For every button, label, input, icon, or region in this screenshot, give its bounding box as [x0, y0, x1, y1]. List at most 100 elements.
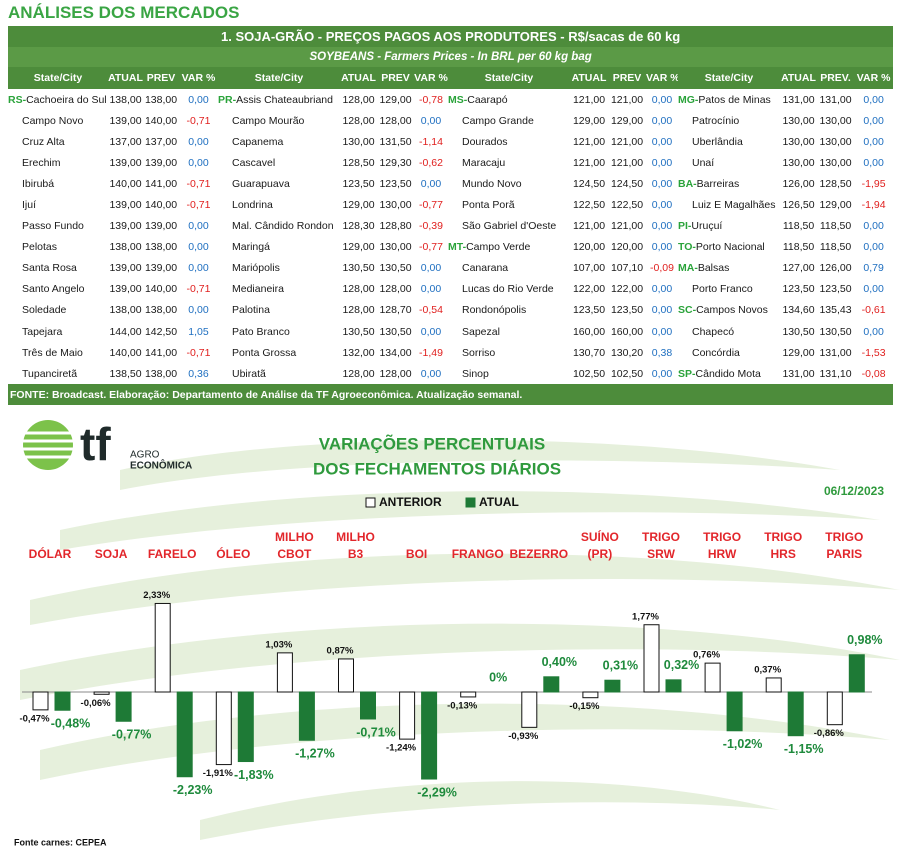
price-prev: 134,00 [379, 346, 412, 359]
price-var: -0,77 [419, 241, 443, 254]
city-name: Santo Angelo [22, 283, 85, 296]
bar [276, 652, 293, 693]
price-var: -0,39 [419, 220, 443, 233]
logo-mark [22, 420, 74, 470]
price-prev: 128,00 [379, 283, 412, 296]
city-name: Palotina [232, 304, 270, 317]
price-prev: 131,00 [819, 93, 852, 106]
city-cell: Tapejara [8, 321, 108, 342]
price-prev: 128,00 [379, 114, 412, 127]
city-name: Soledade [22, 304, 67, 317]
price-var: -0,71 [186, 283, 211, 296]
price-atual: 123,50 [782, 283, 815, 296]
price-prev: 121,00 [610, 156, 644, 169]
price-atual: 138,00 [109, 241, 142, 254]
state-code: MS- [448, 93, 468, 106]
column-header-row: State/City ATUAL PREV VAR % State/City ATUAL P… [8, 67, 894, 89]
chart-title: VARIAÇÕES PERCENTUAIS [319, 433, 545, 453]
city-name: Porto Nacional [695, 241, 765, 254]
value-label: 0,32% [664, 658, 699, 672]
city-cell: Luiz E Magalhães [678, 194, 780, 215]
value-label: -0,13% [447, 700, 478, 711]
table-row: Tapejara 144,00 142,50 1,05 Pato Branco 130,5… [8, 321, 893, 342]
city-cell: PR-Assis Chateaubriand [218, 89, 340, 110]
legend-label: ANTERIOR [379, 495, 442, 509]
city-name: Cruz Alta [22, 135, 65, 148]
price-var: 0,00 [188, 93, 209, 106]
city-cell: São Gabriel d'Oeste [448, 216, 570, 237]
state-code: MG- [678, 93, 699, 106]
price-var: 0,00 [651, 325, 673, 338]
city-name: Capanema [232, 135, 284, 148]
category-label: TRIGO PARIS [825, 530, 864, 561]
price-var: 0,00 [188, 262, 209, 275]
city-name: Lucas do Rio Verde [462, 283, 554, 296]
city-name: Campo Mourão [232, 114, 305, 127]
value-label: -0,15% [569, 701, 600, 712]
state-code: PI- [678, 220, 692, 233]
price-var: -1,14 [419, 135, 443, 148]
city-name: Campos Novos [696, 304, 768, 317]
price-prev: 140,00 [144, 114, 178, 127]
city-name: Rondonópolis [462, 304, 527, 317]
price-table: 1. SOJA-GRÃO - PREÇOS PAGOS AOS PRODUTOR… [8, 26, 894, 406]
value-label: 0,37% [754, 664, 781, 675]
city-name: Uberlândia [692, 135, 743, 148]
table-subtitle-row: SOYBEANS - Farmers Prices - In BRL per 6… [8, 47, 894, 67]
price-atual: 127,00 [782, 262, 815, 275]
city-cell: Chapecó [678, 321, 780, 342]
table-row: Soledade 138,00 138,00 0,00 Palotina 128,00 12… [8, 300, 893, 321]
price-var: 0,00 [651, 367, 673, 380]
column-header: State/City [448, 67, 570, 89]
value-label: -1,15% [784, 742, 824, 756]
price-atual: 131,00 [782, 367, 815, 380]
price-atual: 132,00 [342, 346, 375, 359]
city-name: Concórdia [692, 346, 740, 359]
city-name: Pelotas [22, 241, 58, 254]
value-label: 1,77% [632, 611, 659, 622]
city-name: Campo Verde [466, 241, 531, 254]
price-prev: 123,50 [819, 283, 852, 296]
price-var: 0,00 [863, 135, 884, 148]
background-swoosh [20, 440, 900, 840]
city-name: Barreiras [696, 177, 740, 190]
price-atual: 139,00 [109, 156, 142, 169]
price-atual: 126,00 [782, 177, 815, 190]
city-cell: Ibirubá [8, 173, 108, 194]
price-var: 0,00 [651, 114, 673, 127]
city-cell: Santo Angelo [8, 279, 108, 300]
logo-name: tf [80, 418, 111, 470]
price-prev: 130,50 [379, 262, 412, 275]
price-var: 0,00 [651, 177, 673, 190]
price-var: 0,00 [188, 304, 209, 317]
price-atual: 139,00 [109, 114, 142, 127]
city-cell: MT-Campo Verde [448, 237, 570, 258]
state-code: MA- [678, 262, 698, 275]
bar [604, 679, 621, 693]
category-label: MILHO B3 [336, 530, 375, 561]
price-var: 0,00 [651, 93, 673, 106]
price-atual: 128,00 [342, 93, 375, 106]
price-prev: 121,00 [610, 220, 644, 233]
city-cell: Unaí [678, 152, 780, 173]
price-atual: 139,00 [109, 283, 142, 296]
value-label: 2,33% [143, 590, 170, 601]
city-name: Santa Rosa [22, 262, 77, 275]
table-body: 1. SOJA-GRÃO - PREÇOS PAGOS AOS PRODUTOR… [8, 26, 894, 406]
city-name: Guarapuava [232, 177, 290, 190]
price-atual: 120,00 [572, 241, 606, 254]
bar [54, 691, 71, 711]
price-var: -1,94 [861, 199, 886, 212]
price-var: 0,00 [651, 220, 673, 233]
city-cell: Cruz Alta [8, 131, 108, 152]
table-row: Três de Maio 140,00 141,00 -0,71 Ponta Gross… [8, 342, 893, 363]
bar [298, 691, 315, 741]
price-atual: 126,50 [782, 199, 815, 212]
bar [338, 658, 354, 693]
table-row: Campo Novo 139,00 140,00 -0,71 Campo Mourão 1… [8, 110, 893, 131]
category-label: TRIGO HRS [764, 530, 803, 561]
price-atual: 107,00 [572, 262, 606, 275]
bar [154, 602, 171, 693]
city-name: Ibirubá [22, 177, 55, 190]
